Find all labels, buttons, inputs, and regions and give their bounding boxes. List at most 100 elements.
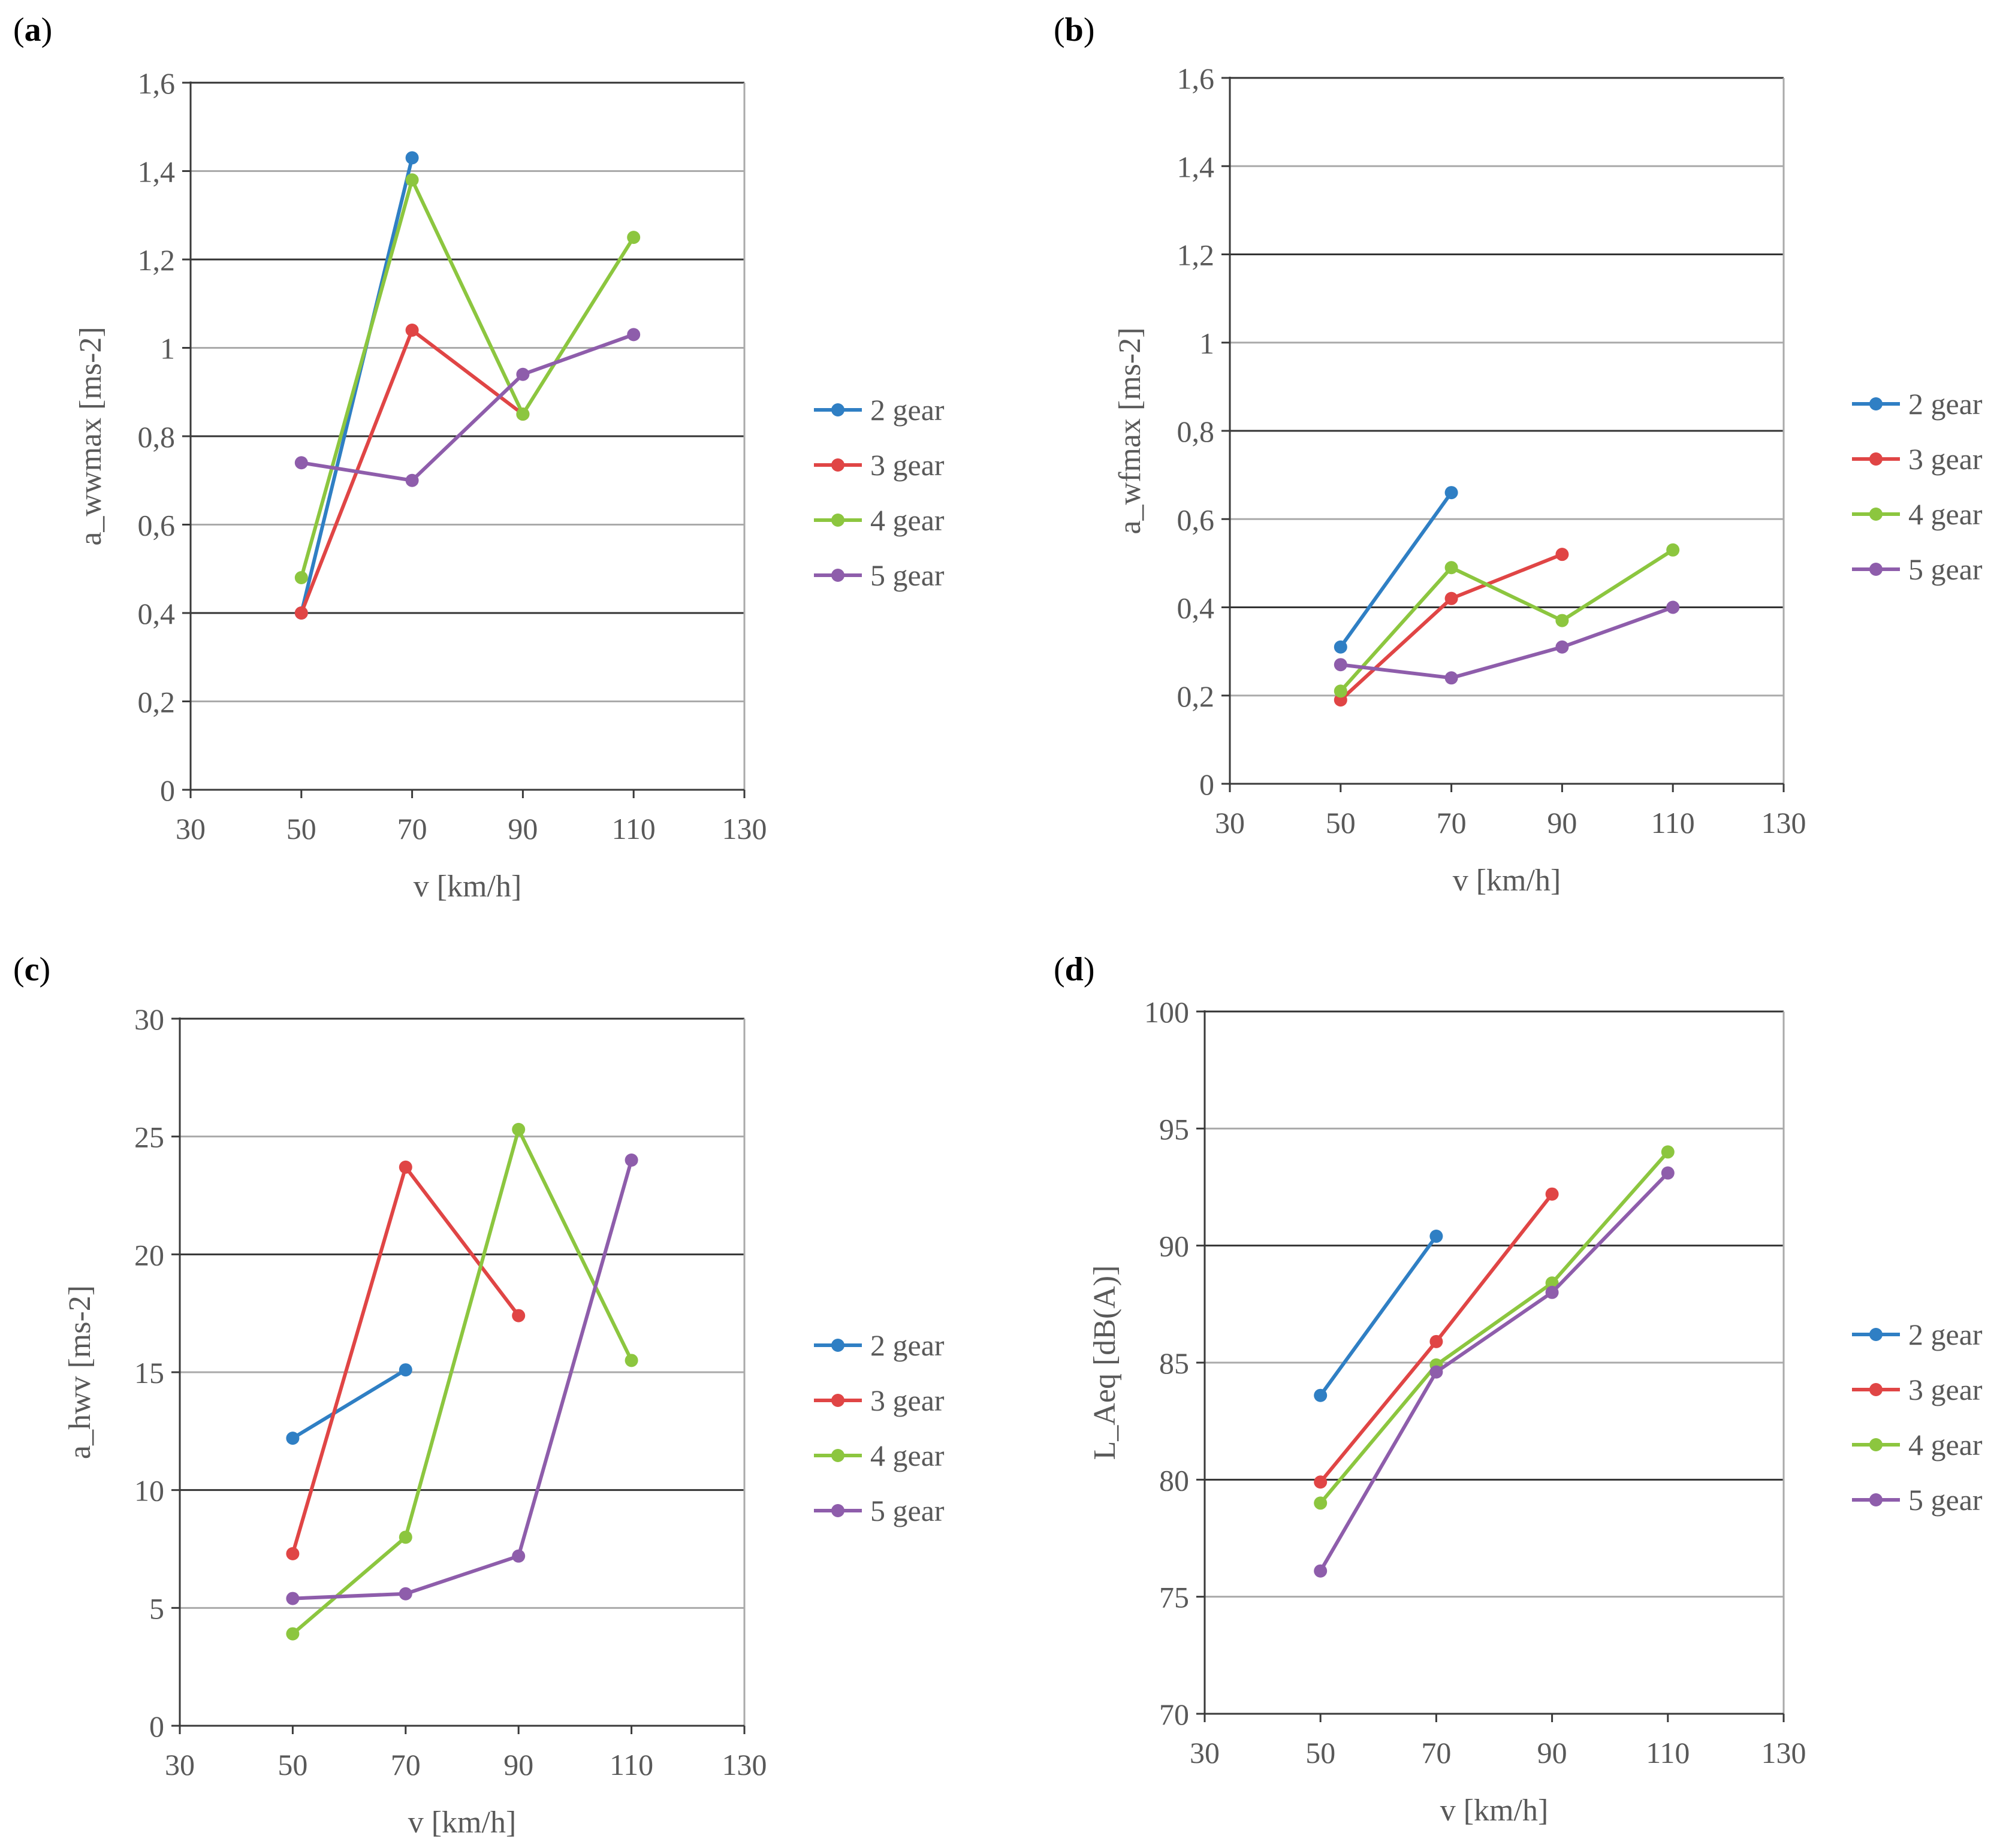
legend-marker bbox=[831, 458, 844, 472]
data-point bbox=[625, 1354, 638, 1367]
panel-label: (c) bbox=[13, 951, 50, 988]
data-point bbox=[399, 1160, 412, 1174]
data-point bbox=[286, 1547, 300, 1560]
data-point bbox=[1444, 671, 1458, 685]
legend-label: 5 gear bbox=[1908, 552, 1983, 586]
y-tick-label: 30 bbox=[134, 1002, 164, 1036]
legend-label: 3 gear bbox=[1908, 442, 1983, 476]
legend-marker bbox=[1869, 397, 1883, 410]
legend-label: 4 gear bbox=[870, 1439, 945, 1472]
data-point bbox=[399, 1363, 412, 1377]
y-axis-label: a_wfmax [ms-2] bbox=[1113, 327, 1147, 534]
series-line-5-gear bbox=[299, 333, 636, 482]
y-tick-label: 1,6 bbox=[138, 67, 176, 100]
y-tick-label: 95 bbox=[1159, 1112, 1189, 1146]
y-tick-label: 1 bbox=[1199, 327, 1214, 360]
legend-marker bbox=[831, 514, 844, 527]
y-tick-label: 0 bbox=[160, 774, 175, 807]
legend-label: 5 gear bbox=[1908, 1483, 1983, 1517]
data-point bbox=[1429, 1365, 1443, 1379]
data-point bbox=[512, 1122, 526, 1136]
x-tick-label: 130 bbox=[1761, 806, 1806, 840]
legend-marker bbox=[1869, 1493, 1883, 1506]
legend-label: 2 gear bbox=[870, 1328, 945, 1362]
panel-label: (a) bbox=[13, 11, 52, 49]
legend-marker bbox=[831, 1504, 844, 1517]
y-tick-label: 1,6 bbox=[1177, 62, 1215, 95]
x-tick-label: 90 bbox=[1547, 806, 1577, 840]
legend-label: 4 gear bbox=[870, 503, 945, 537]
y-tick-label: 1,4 bbox=[138, 155, 176, 189]
x-tick-label: 90 bbox=[1537, 1736, 1567, 1770]
data-point bbox=[1661, 1145, 1675, 1159]
data-point bbox=[1429, 1334, 1443, 1348]
legend-label: 3 gear bbox=[870, 1384, 945, 1417]
x-tick-label: 30 bbox=[1190, 1736, 1220, 1770]
data-point bbox=[1334, 658, 1347, 672]
data-point bbox=[1666, 600, 1680, 614]
data-point bbox=[405, 151, 419, 165]
legend-marker bbox=[831, 1394, 844, 1407]
data-point bbox=[294, 456, 308, 470]
data-point bbox=[1314, 1496, 1328, 1510]
y-tick-label: 80 bbox=[1159, 1463, 1189, 1497]
data-point bbox=[294, 571, 308, 584]
series-line-2-gear bbox=[1338, 491, 1453, 649]
x-tick-label: 130 bbox=[1761, 1736, 1806, 1770]
panel-label: (d) bbox=[1054, 951, 1094, 988]
y-tick-label: 100 bbox=[1144, 995, 1189, 1029]
data-point bbox=[1334, 684, 1347, 698]
series-line-4-gear bbox=[1338, 548, 1675, 693]
legend-label: 2 gear bbox=[1908, 1318, 1983, 1351]
x-tick-label: 90 bbox=[503, 1748, 533, 1781]
data-point bbox=[399, 1530, 412, 1544]
series-line-5-gear bbox=[1319, 1171, 1670, 1573]
data-point bbox=[399, 1587, 412, 1601]
x-tick-label: 30 bbox=[1215, 806, 1245, 840]
y-tick-label: 0 bbox=[149, 1710, 164, 1743]
data-point bbox=[405, 173, 419, 187]
series-line-3-gear bbox=[291, 1165, 521, 1556]
x-tick-label: 70 bbox=[391, 1748, 421, 1781]
y-tick-label: 1,2 bbox=[1177, 238, 1215, 272]
legend-label: 4 gear bbox=[1908, 497, 1983, 531]
y-tick-label: 0,6 bbox=[1177, 503, 1215, 536]
y-tick-label: 0,2 bbox=[1177, 680, 1215, 713]
data-point bbox=[1555, 640, 1569, 654]
data-point bbox=[1545, 1187, 1559, 1201]
series-line-4-gear bbox=[299, 178, 636, 579]
data-point bbox=[286, 1627, 300, 1641]
data-point bbox=[627, 328, 641, 342]
data-point bbox=[516, 367, 530, 381]
series-line-4-gear bbox=[1319, 1150, 1670, 1505]
y-tick-label: 0 bbox=[1199, 768, 1214, 801]
legend-label: 3 gear bbox=[870, 448, 945, 482]
series-line-2-gear bbox=[291, 1368, 408, 1441]
y-tick-label: 90 bbox=[1159, 1230, 1189, 1263]
x-tick-label: 130 bbox=[722, 1748, 767, 1781]
y-tick-label: 0,8 bbox=[1177, 415, 1215, 448]
legend-marker bbox=[1869, 1438, 1883, 1451]
panel-label: (b) bbox=[1054, 11, 1094, 49]
y-tick-label: 25 bbox=[134, 1121, 164, 1154]
x-tick-label: 50 bbox=[286, 812, 316, 846]
x-tick-label: 70 bbox=[1421, 1736, 1451, 1770]
x-tick-label: 110 bbox=[610, 1748, 653, 1781]
legend: 2 gear 3 gear 4 gear 5 gear bbox=[1852, 387, 1983, 586]
legend-marker bbox=[831, 569, 844, 582]
y-tick-label: 1,2 bbox=[138, 243, 176, 277]
x-tick-label: 110 bbox=[612, 812, 656, 846]
data-point bbox=[1555, 548, 1569, 561]
y-axis-label: a_hwv [ms-2] bbox=[63, 1285, 97, 1459]
y-tick-label: 0,4 bbox=[1177, 591, 1215, 625]
legend-label: 5 gear bbox=[870, 1494, 945, 1527]
data-point bbox=[1666, 543, 1680, 557]
y-tick-label: 20 bbox=[134, 1238, 164, 1272]
x-axis-label: v [km/h] bbox=[1453, 863, 1561, 898]
data-point bbox=[405, 324, 419, 337]
data-point bbox=[1429, 1230, 1443, 1243]
data-point bbox=[1444, 486, 1458, 500]
legend-label: 3 gear bbox=[1908, 1373, 1983, 1406]
x-axis-label: v [km/h] bbox=[1440, 1793, 1549, 1828]
